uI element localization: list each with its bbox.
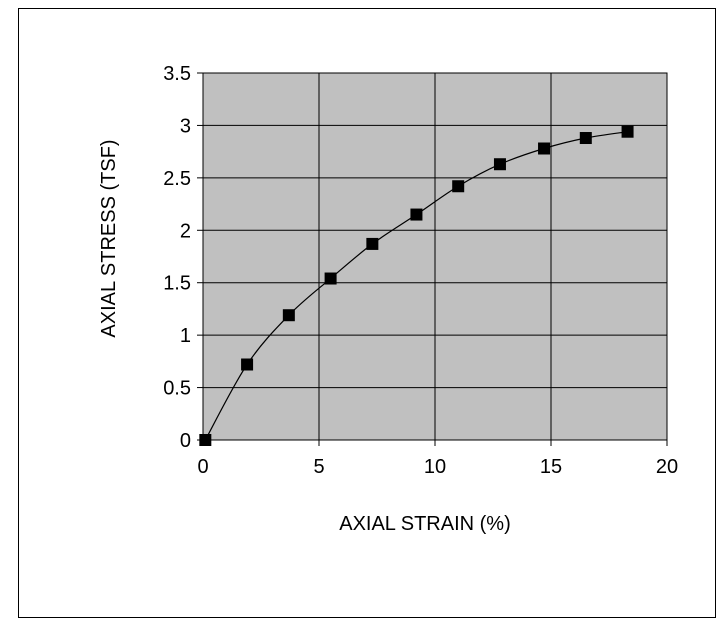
gridlines xyxy=(202,72,668,441)
data-point-marker xyxy=(538,142,551,155)
x-tick-label: 10 xyxy=(424,456,446,478)
data-point-marker xyxy=(579,132,592,145)
x-tick-label: 15 xyxy=(540,456,562,478)
data-point-marker xyxy=(199,434,212,446)
y-tick-label: 2 xyxy=(180,220,191,242)
data-point-marker xyxy=(493,158,506,171)
y-tick-labels: 0 0.5 1 1.5 2 2.5 3 3.5 xyxy=(163,63,191,452)
axial-stress-strain-chart: 0 0.5 1 1.5 2 2.5 3 3.5 0 5 10 15 20 AXIAL STRAIN (… xyxy=(98,63,678,535)
y-tick-label: 0.5 xyxy=(163,378,191,400)
y-tick-label: 3 xyxy=(180,115,191,137)
data-point-marker xyxy=(452,180,465,193)
y-tick-label: 0 xyxy=(180,430,191,452)
x-axis-title: AXIAL STRAIN (%) xyxy=(339,513,511,535)
data-point-marker xyxy=(410,208,423,221)
y-tick-label: 3.5 xyxy=(163,63,191,85)
y-axis-title: AXIAL STRESS (TSF) xyxy=(98,139,120,337)
y-tick-label: 1.5 xyxy=(163,273,191,295)
y-tick-label: 1 xyxy=(180,325,191,347)
x-tick-label: 20 xyxy=(656,456,678,478)
data-point-marker xyxy=(366,237,379,250)
data-point-marker xyxy=(621,125,634,138)
x-tick-label: 0 xyxy=(197,456,208,478)
y-tick-label: 2.5 xyxy=(163,168,191,190)
data-point-marker xyxy=(324,272,337,285)
series-markers xyxy=(199,125,634,446)
data-point-marker xyxy=(241,358,254,371)
data-point-marker xyxy=(282,309,295,322)
x-tick-labels: 0 5 10 15 20 xyxy=(197,456,678,478)
x-tick-label: 5 xyxy=(313,456,324,478)
